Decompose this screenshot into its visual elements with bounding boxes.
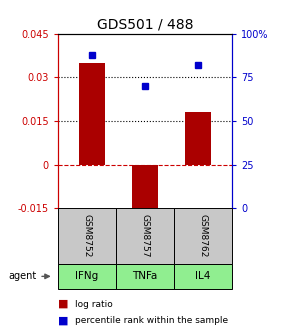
Bar bbox=[79, 63, 106, 165]
Text: log ratio: log ratio bbox=[75, 300, 113, 308]
Text: GSM8757: GSM8757 bbox=[140, 214, 150, 258]
Text: GSM8762: GSM8762 bbox=[198, 214, 208, 258]
Bar bbox=[184, 112, 211, 165]
Text: GSM8752: GSM8752 bbox=[82, 214, 92, 258]
Text: IL4: IL4 bbox=[195, 271, 211, 281]
Text: agent: agent bbox=[9, 271, 37, 281]
Text: ■: ■ bbox=[58, 316, 68, 326]
Text: percentile rank within the sample: percentile rank within the sample bbox=[75, 317, 229, 325]
Text: IFNg: IFNg bbox=[75, 271, 99, 281]
Text: TNFa: TNFa bbox=[132, 271, 158, 281]
Bar bbox=[132, 165, 158, 214]
Title: GDS501 / 488: GDS501 / 488 bbox=[97, 17, 193, 31]
Text: ■: ■ bbox=[58, 299, 68, 309]
